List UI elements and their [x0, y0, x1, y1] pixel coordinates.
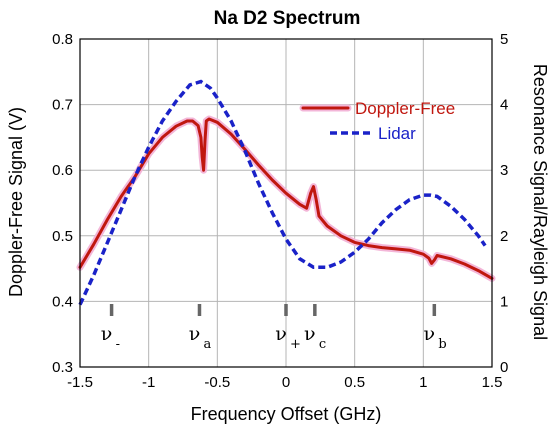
x-tick-label-2: -0.5	[204, 374, 230, 391]
y-left-tick-label-3: 0.6	[52, 162, 73, 179]
marker-label-0: ν	[101, 323, 113, 345]
y-right-tick-label-3: 3	[500, 162, 508, 179]
y-left-tick-label-2: 0.5	[52, 228, 73, 245]
x-tick-label-1: -1	[142, 374, 155, 391]
marker-label-3: ν	[304, 323, 316, 345]
marker-sub-0: -	[116, 337, 120, 352]
x-tick-label-5: 1	[419, 374, 427, 391]
y-right-tick-label-1: 1	[500, 293, 508, 310]
y-left-tick-labels: 0.3 0.4 0.5 0.6 0.7 0.8	[52, 31, 73, 376]
marker-sub-3: c	[319, 337, 326, 352]
lidar-line	[78, 79, 487, 306]
grid	[79, 38, 493, 368]
marker-sub-1: a	[203, 337, 211, 352]
legend-lidar-label: Lidar	[378, 124, 416, 143]
marker-label-2: ν	[275, 323, 287, 345]
y-right-tick-label-2: 2	[500, 228, 508, 245]
marker-sub-2: +	[290, 337, 301, 352]
y-left-tick-label-4: 0.7	[52, 97, 73, 114]
doppler-free-line	[78, 117, 494, 280]
y-left-axis-label: Doppler-Free Signal (V)	[6, 107, 26, 297]
y-right-tick-label-0: 0	[500, 359, 508, 376]
x-tick-label-0: -1.5	[67, 374, 93, 391]
x-tick-label-3: 0	[282, 374, 290, 391]
y-left-tick-label-1: 0.4	[52, 293, 73, 310]
plot-frame	[79, 38, 493, 368]
x-axis-label: Frequency Offset (GHz)	[191, 404, 382, 424]
chart-title: Na D2 Spectrum	[214, 8, 361, 29]
y-right-axis-label: Resonance Signal/Rayleigh Signal	[530, 64, 550, 340]
y-right-tick-labels: 0 1 2 3 4 5	[500, 31, 508, 376]
y-right-tick-label-5: 5	[500, 31, 508, 48]
legend-doppler-free-label: Doppler-Free	[355, 99, 455, 118]
x-tick-labels: -1.5 -1 -0.5 0 0.5 1 1.5	[67, 374, 502, 391]
marker-label-4: ν	[424, 323, 436, 345]
marker-label-1: ν	[189, 323, 201, 345]
y-right-tick-label-4: 4	[500, 97, 508, 114]
frequency-markers: ν - ν a ν + ν c ν b	[101, 304, 447, 352]
y-left-tick-label-0: 0.3	[52, 359, 73, 376]
x-tick-label-6: 1.5	[482, 374, 503, 391]
marker-sub-4: b	[438, 337, 446, 352]
x-tick-label-4: 0.5	[344, 374, 365, 391]
legend: Doppler-Free Lidar	[299, 99, 455, 143]
y-left-tick-label-5: 0.8	[52, 31, 73, 48]
